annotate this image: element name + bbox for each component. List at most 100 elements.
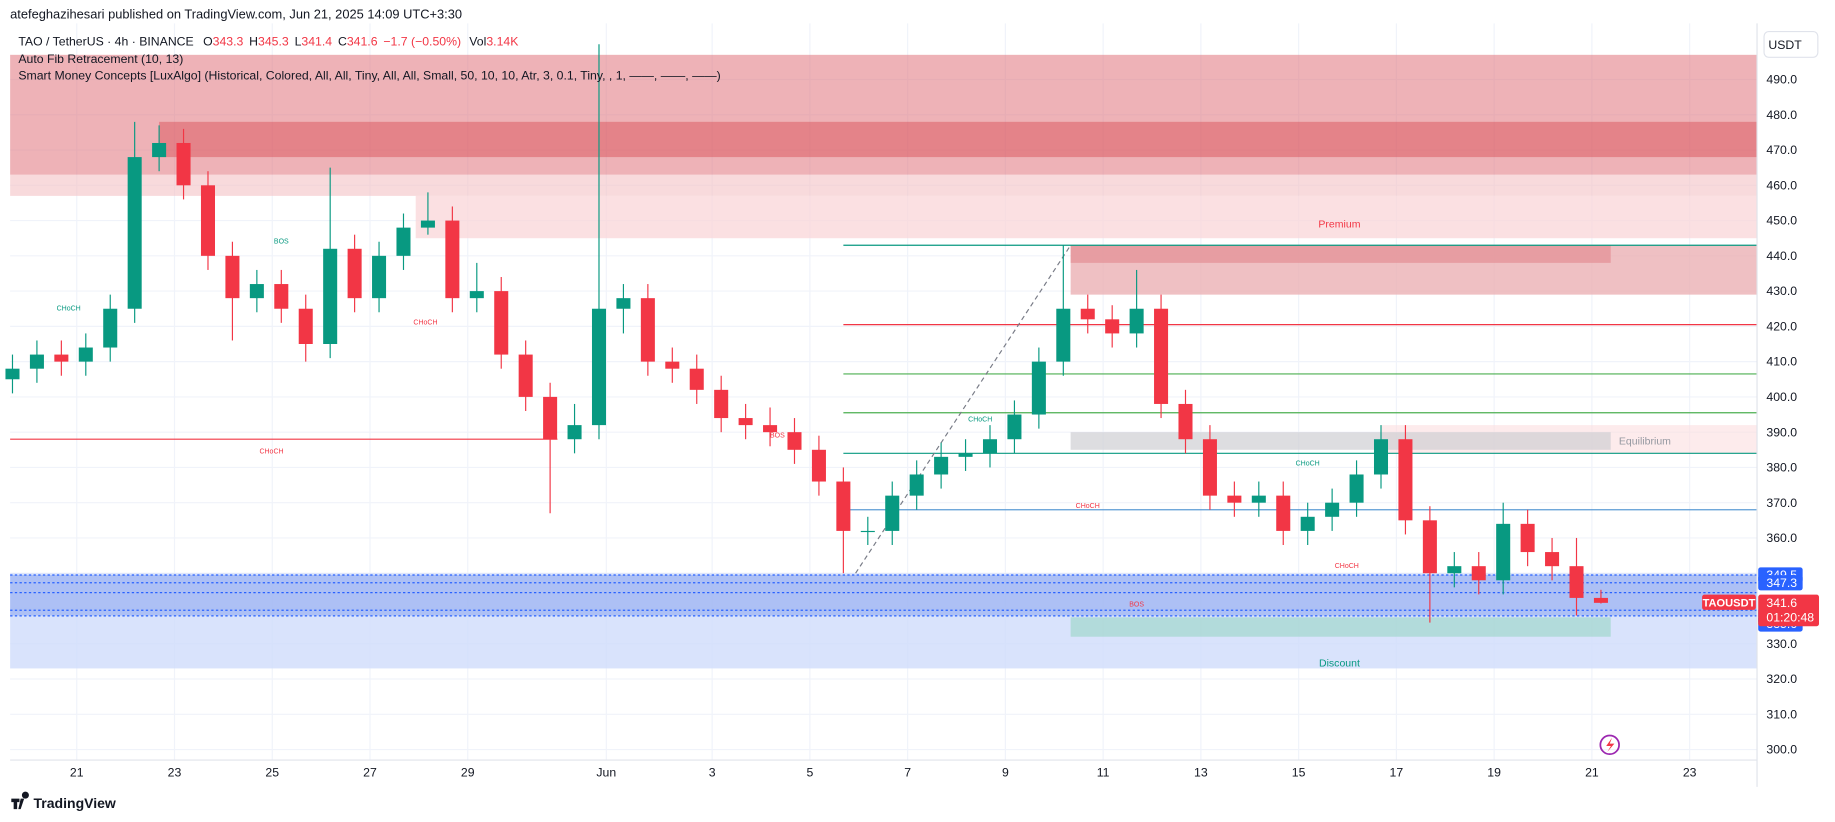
- candle-body: [860, 530, 875, 533]
- candle-body: [1325, 502, 1340, 517]
- symbol-label: TAOUSDT: [1703, 597, 1756, 609]
- x-tick-label: 21: [1585, 765, 1599, 779]
- candle-body: [518, 354, 533, 397]
- candle-body: [1154, 308, 1169, 404]
- candle-body: [811, 449, 826, 482]
- plot: CHoCH BOS Premium Equilibrium Discount CHoCH B…: [5, 23, 1758, 761]
- logo: [11, 791, 29, 810]
- last-price: 341.6: [1766, 596, 1797, 610]
- candle-body: [1422, 520, 1437, 574]
- legend: TAO / TetherUS · 4h · BINANCE O343.3 H345.…: [18, 35, 519, 49]
- y-tick-label: 450.0: [1766, 214, 1797, 228]
- candle-body: [640, 298, 655, 362]
- candle-body: [982, 439, 998, 454]
- candle-body: [1398, 439, 1413, 521]
- x-tick-label: 15: [1292, 765, 1306, 779]
- field-label: O: [203, 35, 213, 49]
- y-tick-label: 310.0: [1766, 707, 1797, 721]
- y-tick-label: 320.0: [1766, 672, 1797, 686]
- candle-body: [1129, 308, 1144, 334]
- x-tick-label: 21: [70, 765, 84, 779]
- currency[interactable]: USDT: [1768, 38, 1802, 52]
- candle-body: [1080, 308, 1095, 320]
- candle-body: [347, 248, 362, 299]
- alert-icon[interactable]: [1599, 734, 1620, 756]
- annotation: Discount: [1319, 658, 1360, 670]
- y-tick-label: 440.0: [1766, 249, 1797, 263]
- field-label: H: [249, 35, 258, 49]
- zone: [1070, 432, 1611, 450]
- x-tick-label: 5: [806, 765, 813, 779]
- y-tick-label: 490.0: [1766, 73, 1797, 87]
- candle-body: [591, 308, 607, 426]
- candle-body: [176, 142, 191, 186]
- indicator: Smart Money Concepts [LuxAlgo] (Historic…: [18, 69, 720, 83]
- candle-body: [958, 453, 973, 457]
- y-tick-label: 470.0: [1766, 143, 1797, 157]
- candle-body: [78, 347, 93, 362]
- x-tick-label: 11: [1097, 765, 1110, 779]
- y-tick-label: 430.0: [1766, 284, 1797, 298]
- candle-body: [714, 389, 729, 419]
- candle-body: [5, 368, 20, 380]
- change: −1.7 (−0.50%): [383, 35, 461, 49]
- candle-body: [1349, 474, 1364, 503]
- candle-body: [127, 157, 142, 309]
- zone: [1070, 245, 1611, 263]
- x-tick-label: 23: [1683, 765, 1697, 779]
- candle-body: [885, 495, 900, 531]
- candle-body: [1276, 495, 1291, 531]
- zone: [1070, 617, 1611, 637]
- y-tick-label: 370.0: [1766, 496, 1797, 510]
- annotation: CHoCH: [1296, 461, 1320, 468]
- candle-body: [200, 185, 215, 256]
- x-tick-label: 7: [904, 765, 911, 779]
- indicator: Auto Fib Retracement (10, 13): [18, 52, 183, 66]
- volume-label: Vol: [469, 35, 486, 49]
- x-tick-label: 27: [363, 765, 377, 779]
- field-value: 345.3: [258, 35, 289, 49]
- publisher: atefeghazihesari published on TradingVie…: [10, 7, 462, 22]
- candle-body: [1569, 566, 1584, 598]
- candle-body: [1105, 319, 1120, 334]
- symbol: TAO / TetherUS · 4h · BINANCE: [18, 35, 193, 49]
- candle-body: [29, 354, 44, 369]
- annotation: CHoCH: [968, 417, 992, 424]
- x-tick-label: 13: [1194, 765, 1208, 779]
- annotation: CHoCH: [1076, 503, 1100, 510]
- candle-body: [1496, 523, 1511, 581]
- candle-body: [1593, 597, 1608, 603]
- candle-body: [494, 291, 509, 355]
- field-label: L: [295, 35, 302, 49]
- field-value: 341.4: [301, 35, 332, 49]
- price-badge: [1758, 575, 1803, 591]
- candle-body: [298, 308, 313, 345]
- x-tick-label: 23: [168, 765, 182, 779]
- candle-body: [763, 425, 778, 433]
- currency-button[interactable]: [1763, 30, 1819, 58]
- candle-body: [1007, 414, 1022, 440]
- candle-body: [445, 220, 460, 299]
- field-value: 341.6: [347, 35, 378, 49]
- symbol-badge: [1702, 594, 1756, 610]
- candle-body: [1178, 403, 1193, 440]
- y-tick-label: 420.0: [1766, 319, 1797, 333]
- candle-body: [543, 396, 558, 440]
- x-tick-label: 9: [1002, 765, 1009, 779]
- x-tick-label: 3: [709, 765, 716, 779]
- x-tick-label: 17: [1390, 765, 1404, 779]
- zone: [415, 195, 1758, 239]
- last-price-badge: [1758, 594, 1820, 627]
- zone: [10, 174, 1758, 196]
- candle-body: [909, 474, 924, 496]
- candle-body: [1056, 308, 1071, 362]
- candle-body: [689, 368, 704, 390]
- annotation: Premium: [1318, 219, 1360, 231]
- y-tick-label: 480.0: [1766, 108, 1797, 122]
- candle-body: [274, 284, 289, 309]
- candle-body: [225, 255, 240, 299]
- candle-body: [1447, 566, 1462, 574]
- y-tick-label: 390.0: [1766, 425, 1797, 439]
